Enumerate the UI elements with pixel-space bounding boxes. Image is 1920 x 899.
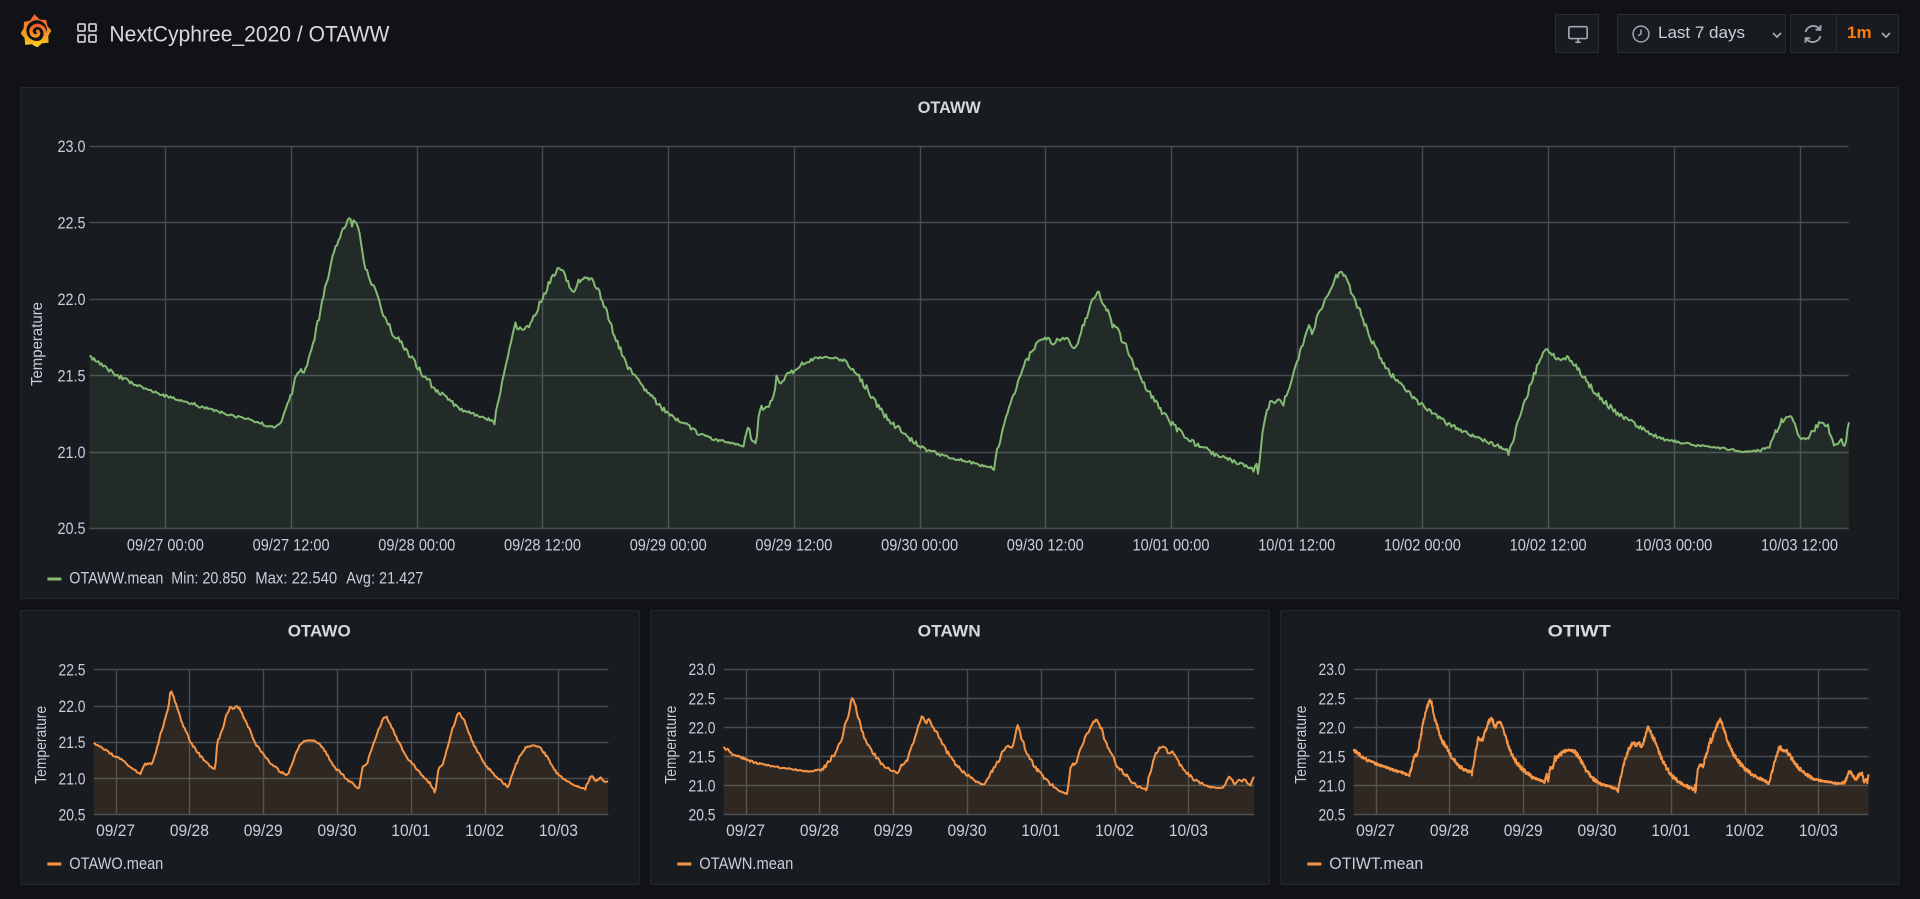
svg-text:10/02: 10/02	[1725, 821, 1764, 840]
svg-text:09/28 00:00: 09/28 00:00	[378, 536, 455, 555]
svg-text:10/03 00:00: 10/03 00:00	[1635, 536, 1712, 555]
svg-text:21.0: 21.0	[689, 777, 716, 796]
svg-text:20.5: 20.5	[1319, 806, 1346, 825]
svg-text:Temperature: Temperature	[33, 706, 50, 784]
svg-text:21.0: 21.0	[59, 769, 86, 788]
svg-text:22.0: 22.0	[59, 697, 86, 716]
svg-text:20.5: 20.5	[58, 519, 86, 538]
svg-text:09/27 12:00: 09/27 12:00	[253, 536, 330, 555]
svg-text:10/02: 10/02	[1095, 821, 1134, 840]
svg-text:10/03: 10/03	[539, 821, 578, 840]
svg-text:OTAWN.mean: OTAWN.mean	[699, 854, 793, 873]
svg-text:Min: 20.850: Min: 20.850	[171, 569, 246, 588]
svg-text:09/28: 09/28	[800, 821, 839, 840]
svg-text:23.0: 23.0	[1319, 660, 1346, 679]
svg-text:10/03 12:00: 10/03 12:00	[1761, 536, 1838, 555]
svg-text:OTAWW: OTAWW	[918, 98, 982, 117]
svg-text:22.0: 22.0	[1319, 718, 1346, 737]
svg-text:20.5: 20.5	[59, 806, 86, 825]
svg-text:21.0: 21.0	[1319, 777, 1346, 796]
svg-text:09/27 00:00: 09/27 00:00	[127, 536, 204, 555]
svg-text:Temperature: Temperature	[663, 706, 680, 784]
svg-text:10/03: 10/03	[1799, 821, 1838, 840]
svg-text:NextCyphree_2020 / OTAWW: NextCyphree_2020 / OTAWW	[109, 22, 389, 47]
svg-text:22.5: 22.5	[1319, 689, 1346, 708]
svg-text:OTIWT.mean: OTIWT.mean	[1329, 854, 1423, 873]
svg-text:OTAWN: OTAWN	[918, 622, 981, 641]
svg-text:09/28: 09/28	[170, 821, 209, 840]
svg-text:09/29: 09/29	[244, 821, 283, 840]
svg-text:Temperature: Temperature	[29, 302, 46, 386]
svg-text:OTAWO: OTAWO	[288, 622, 351, 641]
svg-text:10/01 00:00: 10/01 00:00	[1133, 536, 1210, 555]
svg-text:22.0: 22.0	[689, 718, 716, 737]
svg-text:09/30 12:00: 09/30 12:00	[1007, 536, 1084, 555]
svg-text:OTAWO.mean: OTAWO.mean	[69, 854, 163, 873]
svg-text:09/29: 09/29	[1504, 821, 1543, 840]
svg-text:09/27: 09/27	[1356, 821, 1395, 840]
svg-text:21.5: 21.5	[689, 747, 716, 766]
svg-text:09/30: 09/30	[948, 821, 987, 840]
svg-text:Avg: 21.427: Avg: 21.427	[346, 569, 423, 588]
svg-text:09/29 12:00: 09/29 12:00	[755, 536, 832, 555]
svg-text:10/02: 10/02	[465, 821, 504, 840]
svg-text:09/30: 09/30	[1578, 821, 1617, 840]
svg-text:09/28 12:00: 09/28 12:00	[504, 536, 581, 555]
svg-text:09/27: 09/27	[96, 821, 135, 840]
svg-text:10/02 12:00: 10/02 12:00	[1510, 536, 1587, 555]
svg-text:09/29 00:00: 09/29 00:00	[630, 536, 707, 555]
svg-text:10/01: 10/01	[1651, 821, 1690, 840]
svg-text:OTAWW.mean: OTAWW.mean	[69, 569, 163, 588]
svg-text:09/28: 09/28	[1430, 821, 1469, 840]
svg-text:21.0: 21.0	[58, 443, 86, 462]
svg-text:23.0: 23.0	[58, 137, 86, 156]
svg-text:22.5: 22.5	[59, 661, 86, 680]
svg-text:Max: 22.540: Max: 22.540	[255, 569, 337, 588]
svg-text:10/01: 10/01	[1021, 821, 1060, 840]
svg-text:09/30 00:00: 09/30 00:00	[881, 536, 958, 555]
svg-text:22.5: 22.5	[689, 689, 716, 708]
svg-text:20.5: 20.5	[689, 806, 716, 825]
svg-text:Temperature: Temperature	[1293, 706, 1310, 784]
svg-text:10/01: 10/01	[391, 821, 430, 840]
svg-text:21.5: 21.5	[58, 366, 86, 385]
svg-text:23.0: 23.0	[689, 660, 716, 679]
svg-text:10/02 00:00: 10/02 00:00	[1384, 536, 1461, 555]
svg-text:09/30: 09/30	[318, 821, 357, 840]
svg-text:21.5: 21.5	[1319, 747, 1346, 766]
svg-text:10/03: 10/03	[1169, 821, 1208, 840]
svg-text:22.5: 22.5	[58, 214, 86, 233]
svg-text:09/27: 09/27	[726, 821, 765, 840]
svg-text:10/01 12:00: 10/01 12:00	[1258, 536, 1335, 555]
svg-text:OTIWT: OTIWT	[1548, 622, 1612, 641]
svg-text:22.0: 22.0	[58, 290, 86, 309]
svg-text:21.5: 21.5	[59, 733, 86, 752]
svg-text:09/29: 09/29	[874, 821, 913, 840]
